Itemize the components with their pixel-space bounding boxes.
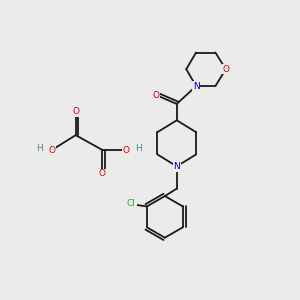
Text: O: O: [152, 91, 159, 100]
Text: H: H: [36, 144, 43, 153]
Text: O: O: [48, 146, 56, 154]
Text: O: O: [72, 107, 79, 116]
Text: N: N: [193, 82, 200, 91]
Text: H: H: [135, 144, 142, 153]
Text: O: O: [123, 146, 130, 154]
Text: O: O: [222, 65, 229, 74]
Text: N: N: [173, 162, 180, 171]
Text: O: O: [99, 169, 106, 178]
Text: Cl: Cl: [127, 199, 136, 208]
